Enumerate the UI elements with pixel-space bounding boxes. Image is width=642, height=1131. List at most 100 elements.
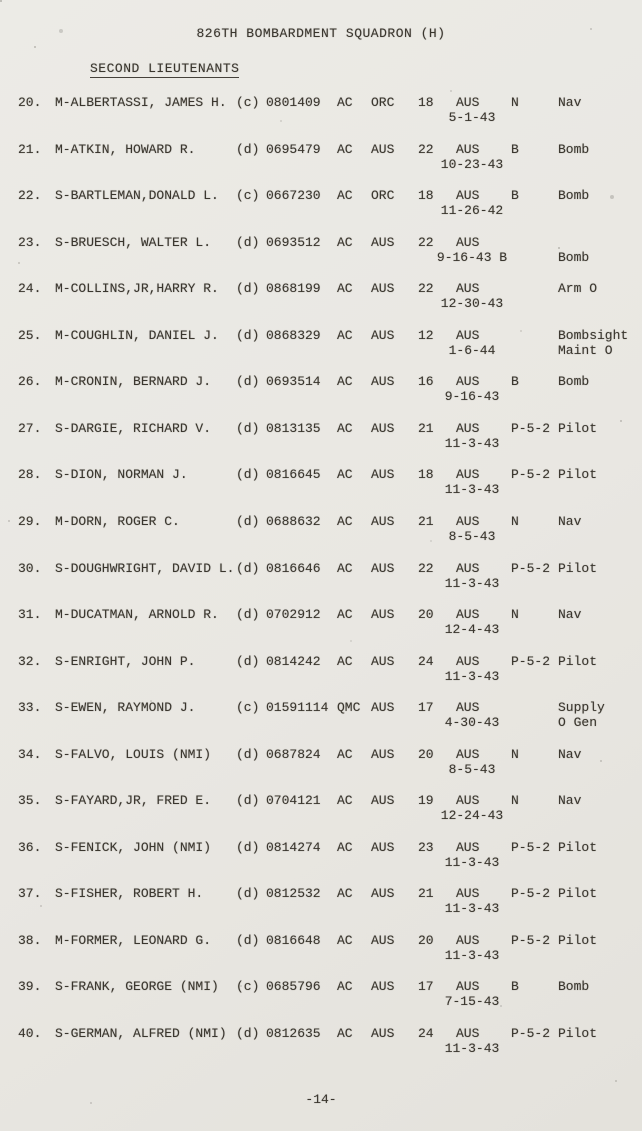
age: 17 [418, 979, 434, 994]
age: 22 [418, 281, 434, 296]
roster-row: 37. S-FISHER, ROBERT H. (d) 0812532 AC AUS 21 A… [0, 886, 642, 932]
rating: P-5-2 [511, 1026, 551, 1041]
officer-name: S-FENICK, JOHN (NMI) [55, 840, 212, 855]
branch: AC [337, 328, 353, 343]
service-code: (c) [236, 188, 260, 203]
date: 12-30-43 [440, 296, 504, 311]
rating: N [511, 95, 519, 110]
rating: N [511, 793, 519, 808]
row-number: 38. [18, 933, 42, 948]
aus-label: AUS [456, 793, 480, 808]
branch: AC [337, 607, 353, 622]
serial-number: 0693514 [266, 374, 321, 389]
branch: AC [337, 886, 353, 901]
age: 20 [418, 747, 434, 762]
date: 9-16-43 B [436, 250, 508, 265]
roster-row: 27. S-DARGIE, RICHARD V. (d) 0813135 AC AUS 21… [0, 421, 642, 467]
roster-row: 29. M-DORN, ROGER C. (d) 0688632 AC AUS 21 AUS N… [0, 514, 642, 560]
age: 19 [418, 793, 434, 808]
service-code: (d) [236, 747, 260, 762]
service-code: (d) [236, 607, 260, 622]
duty: Nav [558, 747, 582, 762]
date: 4-30-43 [444, 715, 500, 730]
duty: Pilot [558, 1026, 598, 1041]
serial-number: 0868199 [266, 281, 321, 296]
branch: AC [337, 793, 353, 808]
component: AUS [371, 328, 395, 343]
serial-number: 0687824 [266, 747, 321, 762]
service-code: (c) [236, 700, 260, 715]
age: 21 [418, 421, 434, 436]
branch: AC [337, 979, 353, 994]
component: AUS [371, 840, 395, 855]
aus-label: AUS [456, 142, 480, 157]
branch: AC [337, 235, 353, 250]
row-number: 35. [18, 793, 42, 808]
officer-name: S-DOUGHWRIGHT, DAVID L. [55, 561, 235, 576]
component: AUS [371, 933, 395, 948]
date: 11-3-43 [444, 436, 500, 451]
age: 20 [418, 933, 434, 948]
service-code: (d) [236, 886, 260, 901]
officer-name: M-CRONIN, BERNARD J. [55, 374, 212, 389]
serial-number: 0693512 [266, 235, 321, 250]
rating: P-5-2 [511, 933, 551, 948]
age: 24 [418, 1026, 434, 1041]
age: 24 [418, 654, 434, 669]
service-code: (d) [236, 514, 260, 529]
aus-label: AUS [456, 747, 480, 762]
component: AUS [371, 374, 395, 389]
date: 9-16-43 [444, 389, 500, 404]
duty: Nav [558, 95, 582, 110]
service-code: (d) [236, 793, 260, 808]
branch: AC [337, 1026, 353, 1041]
service-code: (d) [236, 933, 260, 948]
branch: AC [337, 281, 353, 296]
aus-label: AUS [456, 235, 480, 250]
branch: AC [337, 561, 353, 576]
component: AUS [371, 747, 395, 762]
date: 8-5-43 [448, 762, 496, 777]
aus-label: AUS [456, 561, 480, 576]
roster-row: 31. M-DUCATMAN, ARNOLD R. (d) 0702912 AC AUS 2… [0, 607, 642, 653]
row-number: 33. [18, 700, 42, 715]
officer-name: S-EWEN, RAYMOND J. [55, 700, 196, 715]
aus-label: AUS [456, 421, 480, 436]
serial-number: 0813135 [266, 421, 321, 436]
age: 12 [418, 328, 434, 343]
row-number: 26. [18, 374, 42, 389]
duty: Bomb [558, 979, 590, 994]
duty: Pilot [558, 561, 598, 576]
duty: Arm O [558, 281, 598, 296]
row-number: 20. [18, 95, 42, 110]
duty: Pilot [558, 421, 598, 436]
age: 18 [418, 95, 434, 110]
officer-name: S-DION, NORMAN J. [55, 467, 188, 482]
row-number: 24. [18, 281, 42, 296]
age: 22 [418, 142, 434, 157]
date: 11-3-43 [444, 1041, 500, 1056]
branch: AC [337, 654, 353, 669]
date: 12-24-43 [440, 808, 504, 823]
roster-row: 40. S-GERMAN, ALFRED (NMI) (d) 0812635 AC AUS… [0, 1026, 642, 1072]
officer-name: M-COLLINS,JR,HARRY R. [55, 281, 219, 296]
age: 23 [418, 840, 434, 855]
age: 18 [418, 188, 434, 203]
age: 22 [418, 561, 434, 576]
serial-number: 0704121 [266, 793, 321, 808]
date: 11-26-42 [440, 203, 504, 218]
rating: P-5-2 [511, 886, 551, 901]
component: AUS [371, 886, 395, 901]
aus-label: AUS [456, 979, 480, 994]
officer-name: S-DARGIE, RICHARD V. [55, 421, 212, 436]
page-number: -14- [305, 1092, 337, 1107]
officer-name: S-ENRIGHT, JOHN P. [55, 654, 196, 669]
rating: P-5-2 [511, 840, 551, 855]
duty: Pilot [558, 933, 598, 948]
service-code: (d) [236, 281, 260, 296]
officer-name: M-DUCATMAN, ARNOLD R. [55, 607, 219, 622]
roster-row: 35. S-FAYARD,JR, FRED E. (d) 0704121 AC AUS 19… [0, 793, 642, 839]
service-code: (d) [236, 328, 260, 343]
